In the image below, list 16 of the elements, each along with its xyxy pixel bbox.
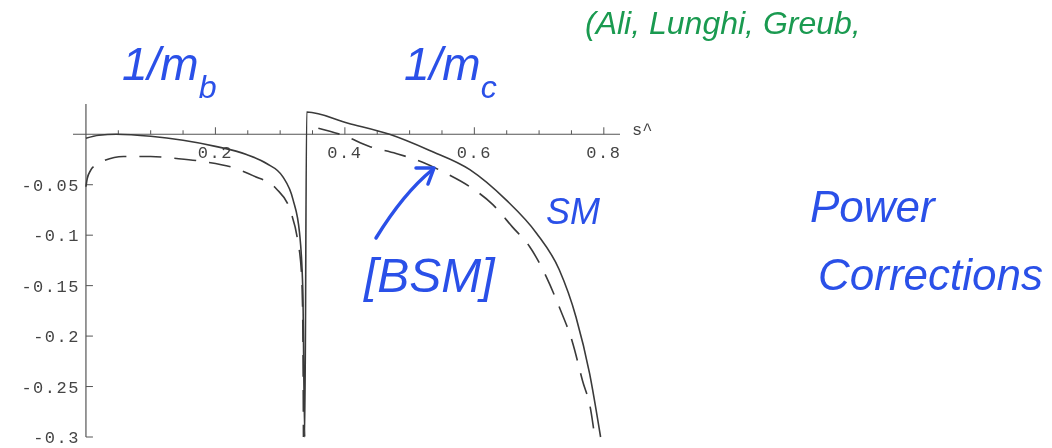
y-tick-label: -0.25	[21, 378, 80, 398]
y-tick-label: -0.3	[33, 429, 80, 448]
x-tick-label: 0.4	[327, 144, 363, 164]
y-tick-label: -0.2	[33, 328, 80, 348]
x-tick-label: 0.6	[456, 144, 492, 164]
y-tick-label: -0.1	[33, 227, 80, 247]
annotation: 1/m$_{b}$	[122, 38, 217, 105]
text: Power Corrections	[810, 182, 1043, 300]
annotation: 1/m$_{c}$	[404, 38, 497, 105]
y-tick-label: -0.05	[21, 176, 80, 196]
x-axis-title: s^	[632, 121, 653, 141]
series-label: [BSM]	[363, 249, 497, 302]
y-tick-label: -0.15	[21, 277, 80, 297]
text: (Ali, Lunghi, Greub,	[585, 5, 861, 41]
series-label: SM	[546, 191, 601, 232]
x-tick-label: 0.8	[586, 144, 622, 164]
